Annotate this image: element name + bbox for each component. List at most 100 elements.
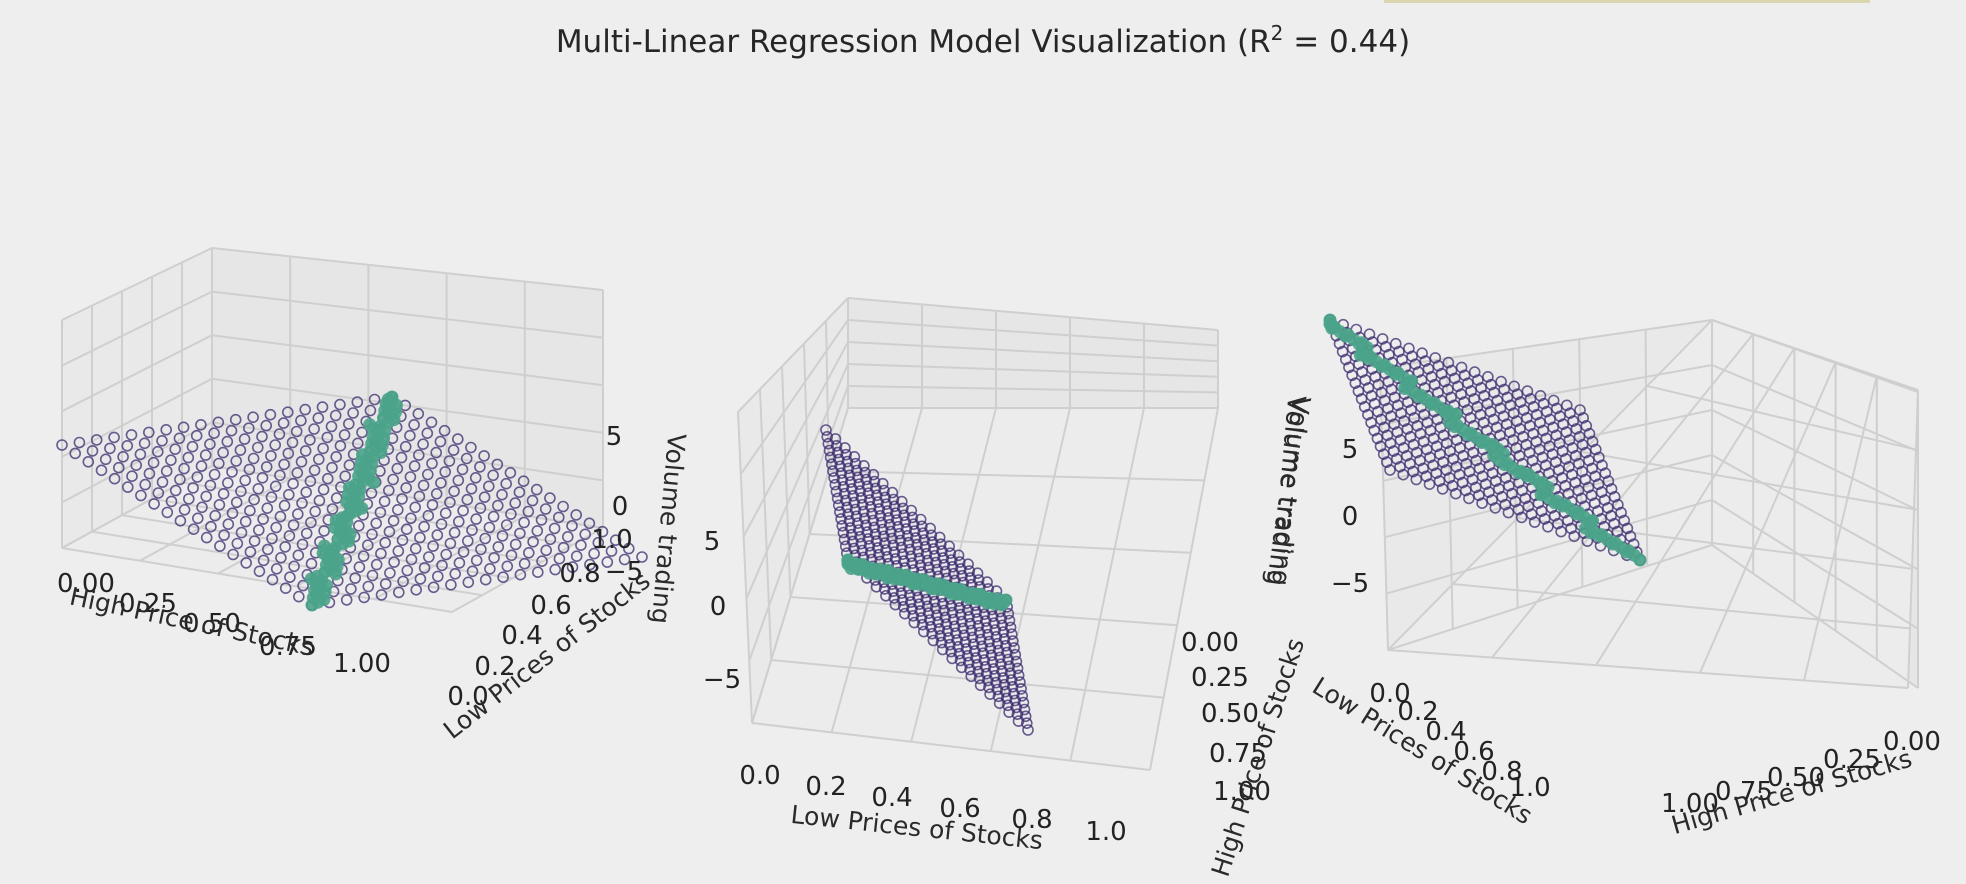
fitted-point — [385, 390, 399, 404]
data-point — [269, 439, 282, 451]
y-tick-label: 1.00 — [1213, 777, 1271, 807]
data-point — [526, 494, 539, 507]
data-point — [86, 445, 99, 457]
data-point — [449, 567, 462, 580]
y-tick-label: 0.2 — [474, 652, 515, 682]
data-point — [1003, 706, 1015, 718]
y-tick-label: 0.50 — [1201, 699, 1259, 729]
data-point — [457, 546, 470, 558]
x-tick-label: 0.75 — [259, 632, 317, 662]
data-point — [213, 498, 226, 511]
data-point — [379, 578, 392, 590]
data-point — [257, 513, 269, 525]
data-point — [247, 452, 260, 465]
x-tick-label: 0.25 — [1823, 745, 1881, 775]
data-point — [270, 562, 283, 575]
data-point — [514, 568, 527, 581]
x-tick-label: 1.00 — [333, 649, 391, 679]
gridline — [1069, 407, 1145, 761]
data-point — [592, 536, 605, 549]
data-point — [244, 504, 256, 517]
data-point — [469, 471, 482, 484]
data-point — [143, 467, 156, 480]
data-point — [412, 407, 425, 420]
fitted-point — [1323, 313, 1337, 327]
gridline — [61, 377, 213, 458]
gridline — [1803, 375, 1878, 681]
gridline — [1445, 358, 1454, 630]
data-point — [926, 627, 938, 640]
data-point — [418, 562, 431, 574]
data-point — [570, 550, 583, 563]
data-point — [252, 524, 265, 536]
data-point — [356, 426, 368, 439]
data-point — [317, 442, 329, 455]
data-point — [496, 530, 509, 542]
data-point — [304, 475, 317, 488]
data-point — [421, 427, 434, 440]
data-point — [392, 586, 405, 599]
data-point — [217, 487, 230, 500]
data-point — [531, 525, 544, 537]
figure-title-superscript: 2 — [1271, 21, 1284, 45]
data-point — [117, 450, 129, 463]
data-point — [338, 429, 351, 441]
data-point — [832, 499, 845, 512]
data-point — [917, 625, 930, 638]
gridline — [751, 722, 1151, 771]
data-point — [827, 465, 839, 477]
data-point — [235, 485, 247, 498]
gridline — [1646, 385, 1917, 451]
data-point — [955, 661, 968, 674]
data-point — [247, 411, 259, 424]
data-point — [169, 443, 181, 456]
data-point — [368, 393, 381, 406]
data-point — [122, 481, 134, 493]
data-point — [277, 417, 290, 429]
data-point — [478, 491, 491, 504]
data-point — [174, 473, 186, 486]
subplot-middle: 0.0 0.2 0.4 0.6 0.8 1.0 0.00 0.25 0.50 0.75 1.00 5 0… — [703, 296, 1316, 880]
gridline — [847, 297, 1219, 331]
x-tick-label: 0.6 — [939, 794, 980, 824]
gridline — [1711, 544, 1919, 689]
data-point — [279, 582, 292, 595]
data-point — [548, 522, 561, 535]
top-strip — [1384, 0, 1870, 3]
data-point — [445, 578, 457, 591]
data-point — [265, 450, 277, 462]
data-point — [1391, 453, 1403, 465]
data-point — [588, 547, 600, 560]
data-point — [161, 506, 174, 519]
data-point — [822, 437, 835, 450]
gridline — [739, 319, 849, 475]
gridline — [847, 319, 1219, 347]
subplot-left: 0.000.250.50 0.75 1.00 0.00.20.40.60.8 1.0 5 0… — [56, 247, 691, 745]
data-point — [401, 564, 414, 577]
gridline — [828, 470, 1205, 482]
data-point — [353, 561, 366, 573]
data-point — [396, 493, 408, 505]
data-point — [484, 562, 496, 575]
y-tick-label: 0.0 — [447, 682, 488, 712]
data-point — [1011, 708, 1024, 721]
data-point — [343, 459, 356, 472]
data-point — [230, 455, 242, 467]
z-tick-label: 5 — [1342, 435, 1359, 465]
data-point — [945, 645, 957, 658]
data-point — [300, 486, 313, 499]
data-point — [466, 565, 479, 578]
data-point — [898, 607, 911, 620]
gridline — [139, 477, 291, 562]
data-point — [160, 423, 172, 436]
data-point — [518, 516, 530, 529]
data-point — [427, 540, 439, 552]
data-point — [447, 444, 460, 456]
data-point — [404, 471, 417, 483]
data-point — [274, 510, 287, 523]
data-point — [295, 414, 307, 427]
data-point — [474, 502, 487, 515]
data-point — [426, 457, 438, 470]
data-point — [287, 477, 299, 490]
